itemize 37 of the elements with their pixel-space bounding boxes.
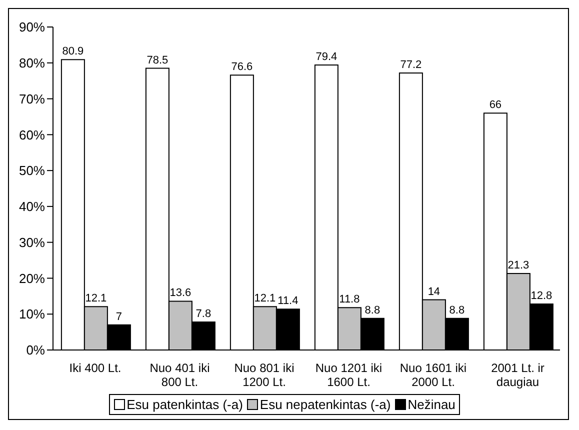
y-tick-label: 60% xyxy=(18,127,46,142)
x-tick-label: Nuo 1201 iki 1600 Lt. xyxy=(315,361,382,389)
x-tick-label: Nuo 801 iki 1200 Lt. xyxy=(234,361,294,389)
x-tick-label: 2001 Lt. ir daugiau xyxy=(491,361,544,389)
y-tick-label: 70% xyxy=(18,91,46,106)
y-tick-label: 50% xyxy=(18,163,46,178)
y-tick-label: 90% xyxy=(18,20,46,35)
legend-label: Esu patenkintas (-a) xyxy=(126,397,243,412)
data-label: 14 xyxy=(428,286,440,298)
y-tick-label: 0% xyxy=(26,342,46,358)
data-label: 21.3 xyxy=(508,260,530,272)
y-tick-label: 20% xyxy=(18,270,46,286)
data-label: 76.6 xyxy=(231,61,253,74)
data-label: 11.4 xyxy=(278,295,298,308)
data-label: 11.8 xyxy=(339,294,360,306)
data-label: 7.8 xyxy=(196,308,212,320)
data-label: 12.1 xyxy=(85,292,107,305)
data-label: 66 xyxy=(489,99,502,112)
y-tick-label: 10% xyxy=(18,306,46,322)
data-label: 8.8 xyxy=(449,304,465,316)
data-label: 12.8 xyxy=(530,290,552,302)
x-tick-label: Iki 400 Lt. xyxy=(69,361,122,375)
x-tick-label: Nuo 1601 iki 2000 Lt. xyxy=(400,361,467,389)
data-label: 79.4 xyxy=(316,51,338,64)
legend-label: Nežinau xyxy=(408,397,456,412)
data-label: 7 xyxy=(116,310,122,323)
data-label: 80.9 xyxy=(62,46,84,58)
data-label: 8.8 xyxy=(364,304,380,316)
y-tick-label: 80% xyxy=(18,56,46,71)
y-tick-label: 40% xyxy=(18,199,46,214)
data-label: 78.5 xyxy=(146,54,168,66)
legend-label: Esu nepatenkintas (-a) xyxy=(260,397,391,412)
y-tick-label: 30% xyxy=(18,234,46,250)
data-label: 12.1 xyxy=(254,292,276,305)
data-label: 77.2 xyxy=(400,58,422,71)
x-tick-label: Nuo 401 iki 800 Lt. xyxy=(150,361,210,389)
data-label: 13.6 xyxy=(170,287,192,300)
